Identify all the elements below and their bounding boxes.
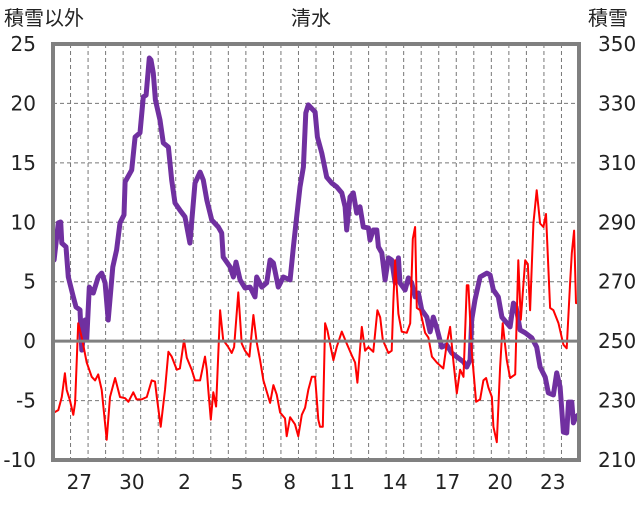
x-tick-label: 17	[435, 470, 460, 494]
right-tick-label: 330	[598, 91, 636, 115]
left-tick-label: 0	[23, 329, 36, 353]
left-tick-label: -10	[3, 448, 36, 472]
tick-labels: -10-505101520252102302502702903103303502…	[3, 32, 636, 494]
right-tick-label: 250	[598, 329, 636, 353]
chart-title: 清水	[291, 6, 331, 30]
x-tick-label: 20	[487, 470, 512, 494]
right-axis-label: 積雪	[588, 6, 628, 30]
series-group	[51, 55, 581, 444]
x-tick-label: 5	[231, 470, 244, 494]
x-tick-label: 27	[67, 470, 92, 494]
x-tick-label: 2	[178, 470, 191, 494]
left-axis-label: 積雪以外	[4, 6, 84, 30]
left-tick-label: 15	[11, 151, 36, 175]
left-tick-label: 20	[11, 91, 36, 115]
left-tick-label: -5	[16, 389, 36, 413]
left-tick-label: 5	[23, 270, 36, 294]
x-tick-label: 8	[283, 470, 296, 494]
x-tick-label: 30	[119, 470, 144, 494]
right-tick-label: 310	[598, 151, 636, 175]
x-tick-label: 14	[382, 470, 407, 494]
x-tick-label: 11	[330, 470, 355, 494]
right-tick-label: 350	[598, 32, 636, 56]
other-series-line	[53, 189, 580, 444]
right-tick-label: 230	[598, 389, 636, 413]
x-tick-label: 23	[540, 470, 565, 494]
right-tick-label: 210	[598, 448, 636, 472]
left-tick-label: 10	[11, 210, 36, 234]
right-tick-label: 270	[598, 270, 636, 294]
left-tick-label: 25	[11, 32, 36, 56]
right-tick-label: 290	[598, 210, 636, 234]
plot-frame	[51, 42, 581, 462]
snow-depth-line	[51, 55, 581, 436]
